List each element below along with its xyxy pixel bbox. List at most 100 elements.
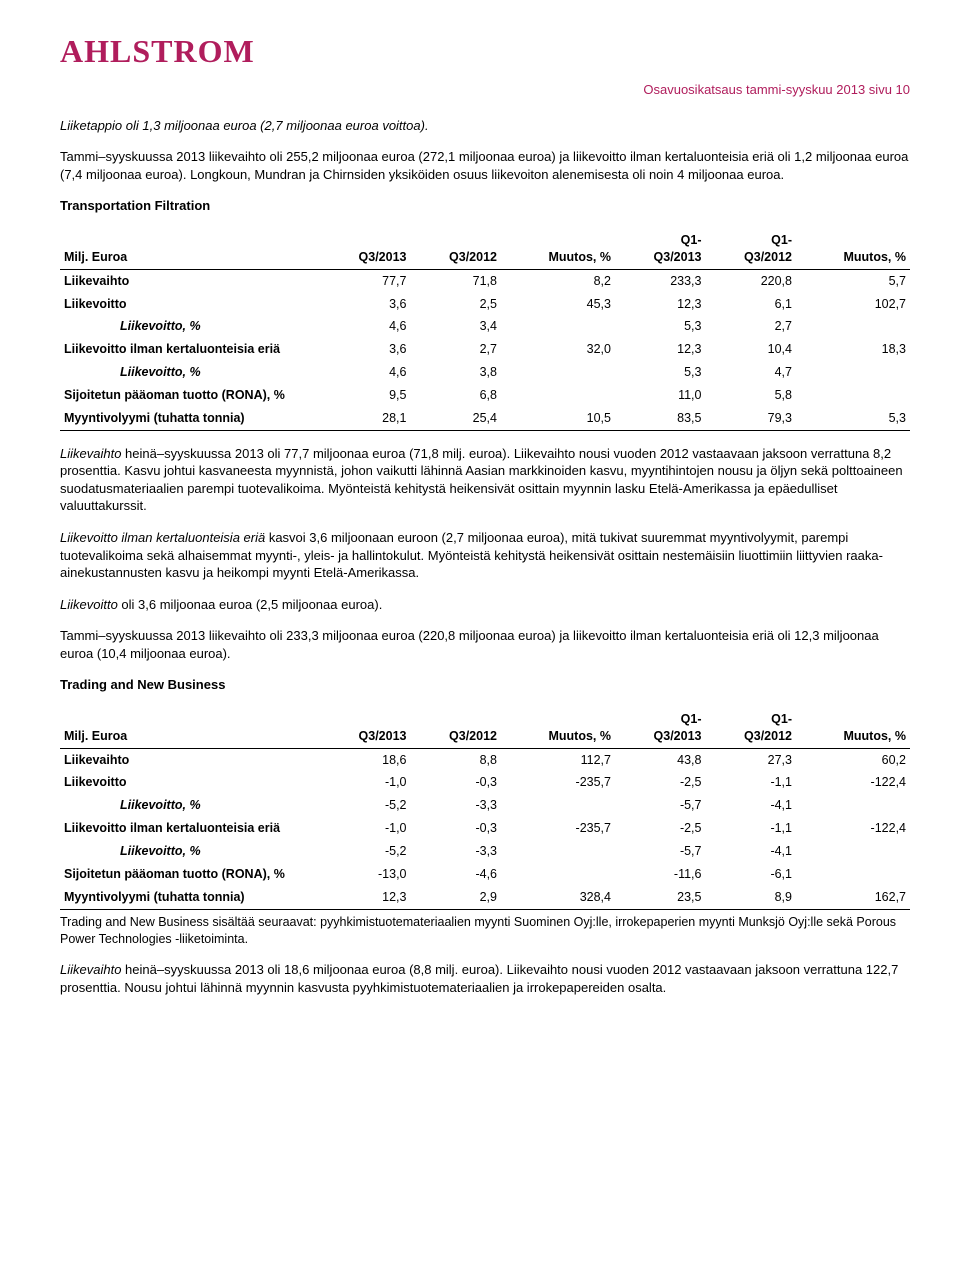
paragraph-5: Liikevoitto oli 3,6 miljoonaa euroa (2,5… — [60, 596, 910, 614]
cell-value: 18,6 — [320, 748, 411, 771]
cell-value: -4,6 — [411, 863, 502, 886]
cell-value: 25,4 — [411, 407, 502, 430]
cell-value: -2,5 — [615, 817, 706, 840]
th-change: Muutos, % — [501, 229, 615, 269]
row-label: Liikevoitto, % — [60, 794, 320, 817]
cell-value — [796, 794, 910, 817]
cell-value: -5,7 — [615, 840, 706, 863]
paragraph-6: Tammi–syyskuussa 2013 liikevaihto oli 23… — [60, 627, 910, 662]
cell-value: 71,8 — [411, 269, 502, 292]
cell-value: -3,3 — [411, 840, 502, 863]
cell-value: 6,1 — [705, 293, 796, 316]
th-q1q3-2012: Q1-Q3/2012 — [705, 229, 796, 269]
cell-value — [501, 794, 615, 817]
cell-value: 12,3 — [615, 338, 706, 361]
cell-value: 10,5 — [501, 407, 615, 430]
table-row: Liikevoitto, %-5,2-3,3-5,7-4,1 — [60, 840, 910, 863]
table-row: Liikevoitto ilman kertaluonteisia eriä3,… — [60, 338, 910, 361]
th-q3-2012: Q3/2012 — [411, 229, 502, 269]
p3-rest: heinä–syyskuussa 2013 oli 77,7 miljoonaa… — [60, 446, 903, 514]
cell-value: 328,4 — [501, 886, 615, 909]
cell-value: 12,3 — [320, 886, 411, 909]
cell-value: 8,8 — [411, 748, 502, 771]
p7-italic: Liikevaihto — [60, 962, 121, 977]
table-row: Myyntivolyymi (tuhatta tonnia)12,32,9328… — [60, 886, 910, 909]
cell-value: 220,8 — [705, 269, 796, 292]
cell-value: 2,5 — [411, 293, 502, 316]
p7-rest: heinä–syyskuussa 2013 oli 18,6 miljoonaa… — [60, 962, 898, 995]
cell-value: 32,0 — [501, 338, 615, 361]
th-change-2: Muutos, % — [796, 229, 910, 269]
logo: AHLSTROM — [60, 30, 910, 73]
cell-value: 3,4 — [411, 315, 502, 338]
cell-value — [796, 840, 910, 863]
cell-value: -11,6 — [615, 863, 706, 886]
cell-value: -0,3 — [411, 817, 502, 840]
p5-rest: oli 3,6 miljoonaa euroa (2,5 miljoonaa e… — [118, 597, 383, 612]
cell-value: 11,0 — [615, 384, 706, 407]
row-label: Liikevoitto — [60, 771, 320, 794]
th-change: Muutos, % — [501, 708, 615, 748]
paragraph-1: Liiketappio oli 1,3 miljoonaa euroa (2,7… — [60, 117, 910, 135]
th-label: Milj. Euroa — [60, 708, 320, 748]
paragraph-2: Tammi–syyskuussa 2013 liikevaihto oli 25… — [60, 148, 910, 183]
cell-value: 79,3 — [705, 407, 796, 430]
table-row: Liikevoitto, %4,63,85,34,7 — [60, 361, 910, 384]
th-change-2: Muutos, % — [796, 708, 910, 748]
cell-value: -13,0 — [320, 863, 411, 886]
cell-value: 4,6 — [320, 361, 411, 384]
table-trading-new-business: Milj. Euroa Q3/2013 Q3/2012 Muutos, % Q1… — [60, 708, 910, 910]
cell-value — [796, 384, 910, 407]
cell-value: 8,9 — [705, 886, 796, 909]
row-label: Sijoitetun pääoman tuotto (RONA), % — [60, 384, 320, 407]
row-label: Liikevoitto, % — [60, 840, 320, 863]
cell-value — [501, 384, 615, 407]
th-q1q3-2012: Q1-Q3/2012 — [705, 708, 796, 748]
cell-value: -235,7 — [501, 817, 615, 840]
cell-value: 2,7 — [705, 315, 796, 338]
row-label: Myyntivolyymi (tuhatta tonnia) — [60, 886, 320, 909]
cell-value — [796, 863, 910, 886]
th-q3-2012: Q3/2012 — [411, 708, 502, 748]
p4-italic: Liikevoitto ilman kertaluonteisia eriä — [60, 530, 265, 545]
cell-value — [501, 361, 615, 384]
cell-value: 112,7 — [501, 748, 615, 771]
cell-value: -5,7 — [615, 794, 706, 817]
cell-value: 18,3 — [796, 338, 910, 361]
cell-value: -1,0 — [320, 817, 411, 840]
cell-value: -0,3 — [411, 771, 502, 794]
cell-value: -4,1 — [705, 840, 796, 863]
row-label: Liikevoitto, % — [60, 315, 320, 338]
cell-value — [501, 315, 615, 338]
p3-italic: Liikevaihto — [60, 446, 121, 461]
cell-value: 83,5 — [615, 407, 706, 430]
cell-value — [501, 863, 615, 886]
cell-value: 4,7 — [705, 361, 796, 384]
table-row: Sijoitetun pääoman tuotto (RONA), %9,56,… — [60, 384, 910, 407]
row-label: Liikevoitto, % — [60, 361, 320, 384]
table-row: Liikevoitto, %-5,2-3,3-5,7-4,1 — [60, 794, 910, 817]
cell-value — [796, 315, 910, 338]
cell-value — [501, 840, 615, 863]
th-q3-2013: Q3/2013 — [320, 229, 411, 269]
cell-value: -1,1 — [705, 817, 796, 840]
row-label: Myyntivolyymi (tuhatta tonnia) — [60, 407, 320, 430]
row-label: Liikevoitto ilman kertaluonteisia eriä — [60, 817, 320, 840]
cell-value: 2,7 — [411, 338, 502, 361]
cell-value: 4,6 — [320, 315, 411, 338]
cell-value: 10,4 — [705, 338, 796, 361]
cell-value: 3,6 — [320, 338, 411, 361]
cell-value: 27,3 — [705, 748, 796, 771]
table-row: Liikevoitto ilman kertaluonteisia eriä-1… — [60, 817, 910, 840]
cell-value: -1,1 — [705, 771, 796, 794]
table-row: Liikevoitto-1,0-0,3-235,7-2,5-1,1-122,4 — [60, 771, 910, 794]
cell-value: 77,7 — [320, 269, 411, 292]
table-row: Liikevoitto3,62,545,312,36,1102,7 — [60, 293, 910, 316]
cell-value: 8,2 — [501, 269, 615, 292]
table-row: Liikevaihto77,771,88,2233,3220,85,7 — [60, 269, 910, 292]
table-row: Sijoitetun pääoman tuotto (RONA), %-13,0… — [60, 863, 910, 886]
cell-value: 60,2 — [796, 748, 910, 771]
row-label: Liikevaihto — [60, 269, 320, 292]
section-title-transportation: Transportation Filtration — [60, 197, 910, 215]
cell-value: -6,1 — [705, 863, 796, 886]
